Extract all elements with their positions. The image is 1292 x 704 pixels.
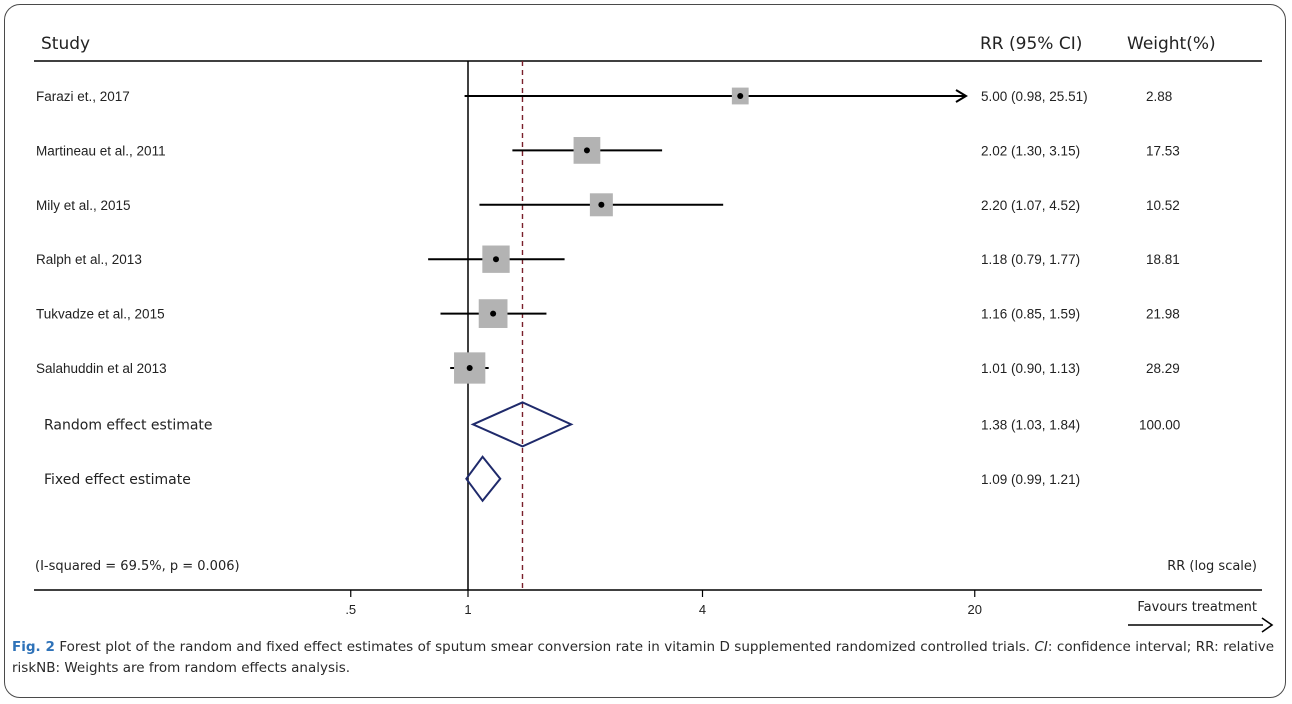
point-estimate xyxy=(583,147,590,154)
heterogeneity-note: (I-squared = 69.5%, p = 0.006) xyxy=(35,559,240,574)
x-tick-label: 20 xyxy=(968,602,982,617)
summary-diamond xyxy=(465,455,502,503)
x-axis-label: RR (log scale) xyxy=(1167,559,1257,574)
favours-arrow-head xyxy=(1261,617,1274,633)
ci-arrow xyxy=(955,89,968,103)
summary-rr-ci-value: 1.09 (0.99, 1.21) xyxy=(981,472,1080,487)
point-estimate xyxy=(737,93,744,99)
weight-value: 2.88 xyxy=(1146,89,1172,104)
study-label: Tukvadze et al., 2015 xyxy=(36,307,165,322)
weight-column-header: Weight(%) xyxy=(1127,34,1216,54)
summary-label: Fixed effect estimate xyxy=(44,472,191,488)
point-estimate xyxy=(598,201,605,208)
rr-ci-value: 2.02 (1.30, 3.15) xyxy=(981,143,1080,158)
figure-frame xyxy=(4,4,1286,698)
forest-plot: Study RR (95% CI) Weight(%) .5 1 4 20 Farazi… xyxy=(34,34,1274,633)
caption-ci-abbr: CI xyxy=(1034,639,1048,655)
favours-label: Favours treatment xyxy=(1137,600,1257,615)
study-label: Salahuddin et al 2013 xyxy=(36,361,167,376)
x-tick-label: 4 xyxy=(699,602,706,617)
point-estimate xyxy=(490,310,497,317)
study-column-header: Study xyxy=(41,34,90,54)
x-tick-label: .5 xyxy=(345,602,356,617)
caption-text: Forest plot of the random and fixed effe… xyxy=(54,639,1035,655)
weight-value: 21.98 xyxy=(1146,307,1180,322)
study-label: Mily et al., 2015 xyxy=(36,198,131,213)
rr-ci-value: 5.00 (0.98, 25.51) xyxy=(981,89,1088,104)
summary-diamond xyxy=(470,401,574,448)
rr-ci-value: 1.16 (0.85, 1.59) xyxy=(981,307,1080,322)
summary-weight-value: 100.00 xyxy=(1139,417,1180,432)
weight-value: 18.81 xyxy=(1146,252,1180,267)
rr-ci-value: 2.20 (1.07, 4.52) xyxy=(981,198,1080,213)
point-estimate xyxy=(466,365,473,371)
summary-label: Random effect estimate xyxy=(44,417,213,433)
summary-rr-ci-value: 1.38 (1.03, 1.84) xyxy=(981,417,1080,432)
caption-rest: : confidence interval; RR: relative risk… xyxy=(12,639,1275,676)
study-label: Ralph et al., 2013 xyxy=(36,252,142,267)
figure-caption: Fig. 2 Forest plot of the random and fix… xyxy=(12,637,1274,679)
study-label: Farazi et., 2017 xyxy=(36,89,130,104)
weight-value: 28.29 xyxy=(1146,361,1180,376)
rr-ci-value: 1.18 (0.79, 1.77) xyxy=(981,252,1080,267)
study-label: Martineau et al., 2011 xyxy=(36,143,166,158)
weight-value: 17.53 xyxy=(1146,143,1180,158)
rr-column-header: RR (95% CI) xyxy=(980,34,1082,54)
caption-label: Fig. 2 xyxy=(12,639,55,655)
x-tick-label: 1 xyxy=(464,602,471,617)
rr-ci-value: 1.01 (0.90, 1.13) xyxy=(981,361,1080,376)
weight-value: 10.52 xyxy=(1146,198,1180,213)
point-estimate xyxy=(492,256,499,263)
